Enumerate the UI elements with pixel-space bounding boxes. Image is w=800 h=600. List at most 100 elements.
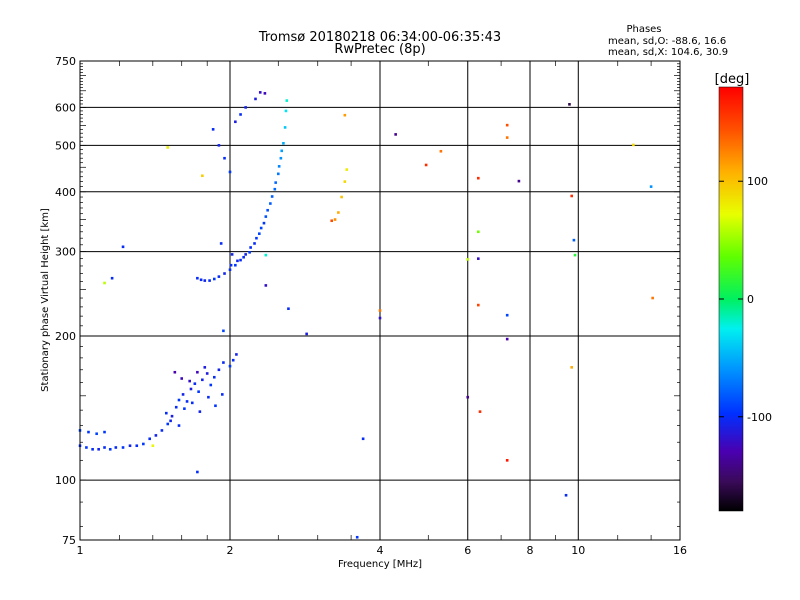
data-point [333, 218, 337, 221]
data-point [217, 144, 221, 147]
data-point [205, 372, 209, 375]
data-point [236, 259, 239, 263]
data-point [477, 176, 480, 180]
data-point [345, 168, 349, 171]
data-point [264, 284, 268, 287]
y-tick-label: 600 [55, 101, 76, 114]
data-point [263, 92, 267, 95]
data-point [505, 313, 509, 317]
data-point [166, 146, 170, 149]
data-point [466, 395, 470, 399]
data-point [228, 364, 232, 368]
x-tick-label: 4 [377, 544, 384, 557]
data-point [282, 141, 285, 145]
data-point [164, 411, 168, 415]
data-point [242, 255, 245, 259]
data-point [135, 444, 139, 448]
data-point [110, 276, 114, 280]
data-point [378, 316, 382, 320]
data-point [277, 165, 281, 168]
data-point [223, 156, 226, 160]
data-point [160, 429, 164, 432]
x-tick-label: 8 [527, 544, 534, 557]
data-point [121, 245, 125, 249]
data-point [148, 437, 152, 441]
colorbar-tick-label: 0 [747, 293, 754, 306]
data-point [214, 404, 217, 408]
data-point [222, 329, 225, 333]
data-point [649, 185, 653, 188]
colorbar-ticks: 100 0 -100 [719, 175, 772, 424]
data-point [228, 268, 232, 272]
data-point [564, 493, 568, 497]
y-axis-label: Stationary phase Virtual Height [km] [40, 208, 51, 392]
data-point [180, 377, 184, 380]
data-point [262, 221, 266, 225]
data-point [361, 437, 365, 441]
data-point [203, 279, 207, 282]
data-point [273, 187, 277, 191]
y-tick-label: 400 [55, 186, 76, 199]
colorbar-tick-label: -100 [747, 411, 772, 424]
data-point [424, 163, 428, 167]
data-point [572, 238, 576, 242]
data-point [217, 275, 221, 278]
data-point [343, 180, 347, 183]
data-point [505, 337, 509, 341]
data-point [166, 422, 170, 426]
data-point [276, 172, 280, 176]
chart-title: Tromsø 20180218 06:34:00-06:35:43 [258, 30, 501, 45]
data-point [91, 447, 94, 451]
data-point [196, 276, 199, 280]
data-point [183, 407, 186, 410]
chart-subtitle: RwPretec (8p) [334, 42, 425, 57]
x-tick-label: 1 [77, 544, 84, 557]
data-point [196, 370, 199, 374]
y-tick-labels: 75 100 200 300 400 500 600 750 [55, 55, 76, 547]
data-point [477, 257, 480, 260]
data-point [253, 242, 256, 245]
data-point [203, 366, 207, 369]
data-point [279, 156, 283, 160]
data-point [212, 375, 216, 379]
data-point [212, 277, 216, 281]
data-point [108, 447, 112, 451]
data-point [248, 251, 251, 254]
data-point [378, 309, 382, 312]
data-point [197, 390, 200, 393]
stats-x-mode: mean, sd,X: 104.6, 30.9 [608, 47, 728, 58]
stats-heading: Phases [626, 24, 661, 35]
data-point [477, 303, 480, 307]
data-point [97, 447, 100, 451]
data-point [517, 179, 521, 183]
data-point [198, 410, 202, 413]
colorbar-unit-label: [deg] [715, 72, 750, 87]
data-point [142, 442, 145, 446]
data-point [219, 242, 223, 245]
plot-border [79, 60, 681, 541]
data-point [170, 414, 174, 418]
y-tick-label: 500 [55, 139, 76, 152]
data-point [103, 430, 106, 434]
data-point [239, 258, 242, 262]
data-point [121, 446, 125, 449]
y-tick-label: 200 [55, 330, 76, 343]
data-point [258, 91, 262, 94]
data-point [211, 128, 215, 131]
data-point [208, 279, 211, 282]
data-point [196, 470, 199, 474]
x-tick-labels: 1 2 4 6 8 10 16 [77, 544, 688, 557]
data-point [189, 387, 193, 391]
data-point [505, 136, 509, 139]
data-point [199, 278, 203, 282]
data-point [394, 133, 397, 136]
data-point [222, 361, 225, 364]
colorbar-tick-label: 100 [747, 175, 768, 188]
x-tick-label: 6 [464, 544, 471, 557]
data-point [95, 432, 98, 436]
data-point [254, 97, 257, 101]
data-point [284, 109, 288, 113]
data-point [244, 106, 247, 109]
data-point [269, 202, 272, 205]
